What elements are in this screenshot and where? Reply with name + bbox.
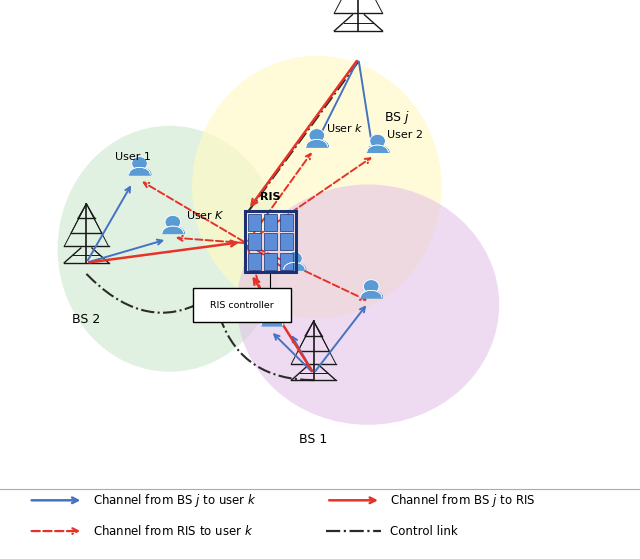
Circle shape (264, 307, 280, 321)
FancyBboxPatch shape (280, 253, 293, 270)
Circle shape (287, 252, 302, 266)
Circle shape (132, 157, 147, 170)
Text: RIS: RIS (260, 192, 281, 202)
Text: Channel from RIS to user $k$: Channel from RIS to user $k$ (93, 524, 253, 538)
Circle shape (309, 129, 324, 143)
FancyBboxPatch shape (248, 214, 261, 231)
Text: User $k$: User $k$ (326, 122, 364, 134)
Ellipse shape (192, 56, 442, 319)
FancyBboxPatch shape (264, 214, 277, 231)
Circle shape (364, 280, 379, 293)
FancyBboxPatch shape (248, 253, 261, 270)
FancyBboxPatch shape (280, 214, 293, 231)
Text: BS $j$: BS $j$ (384, 109, 410, 126)
Text: Control link: Control link (390, 524, 458, 538)
Circle shape (165, 215, 180, 229)
Ellipse shape (58, 126, 282, 372)
Text: Channel from BS $j$ to RIS: Channel from BS $j$ to RIS (390, 492, 536, 509)
Text: User $K$: User $K$ (186, 209, 225, 221)
Text: BS 2: BS 2 (72, 313, 100, 326)
FancyBboxPatch shape (248, 233, 261, 250)
Ellipse shape (237, 184, 499, 425)
FancyBboxPatch shape (264, 253, 277, 270)
FancyBboxPatch shape (264, 233, 277, 250)
Circle shape (370, 134, 385, 148)
Text: User 2: User 2 (387, 130, 423, 140)
Text: User 1: User 1 (115, 152, 150, 162)
Text: RIS controller: RIS controller (210, 301, 273, 310)
Text: Channel from BS $j$ to user $k$: Channel from BS $j$ to user $k$ (93, 492, 257, 509)
Text: BS 1: BS 1 (300, 433, 328, 446)
FancyBboxPatch shape (280, 233, 293, 250)
FancyBboxPatch shape (193, 288, 291, 322)
